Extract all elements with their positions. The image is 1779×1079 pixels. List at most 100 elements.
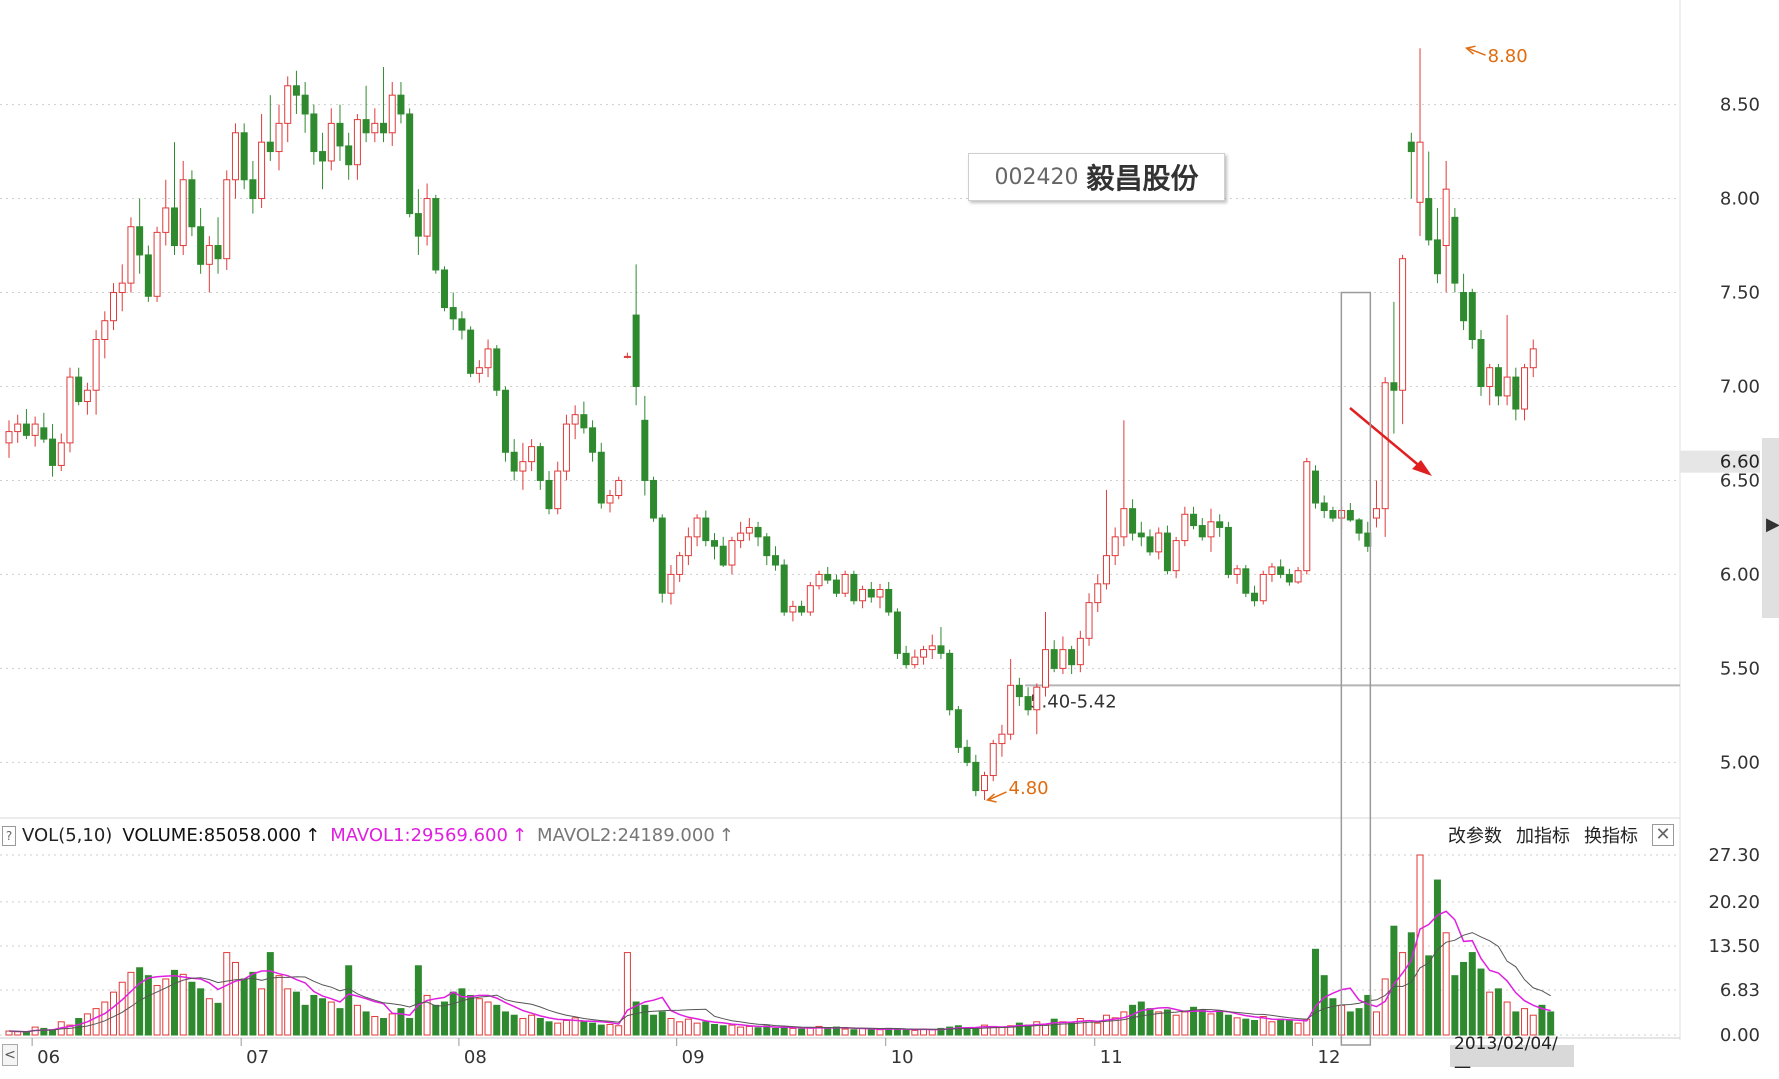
x-tick-label: 11 (1100, 1047, 1123, 1068)
volume-bar (136, 967, 144, 1036)
candle-body (763, 536, 771, 557)
candle-body (249, 179, 257, 200)
candle-body (110, 292, 118, 322)
candle-body (1355, 519, 1363, 534)
candle-body (815, 573, 823, 587)
x-tick-label: 12 (1318, 1047, 1341, 1068)
candle-body (615, 479, 623, 496)
volume-bar (893, 1028, 901, 1036)
volume-bar (693, 1022, 701, 1036)
side-panel-toggle[interactable] (1762, 438, 1779, 618)
candle-body (1155, 532, 1163, 553)
candle-body (589, 427, 597, 453)
volume-bar (667, 1018, 675, 1036)
volume-bar (1399, 952, 1407, 1036)
volume-bar (554, 1022, 562, 1036)
candle-body (1529, 348, 1537, 369)
volume-bar (1129, 1004, 1137, 1036)
candle-body (1216, 521, 1224, 528)
candle-body (319, 151, 327, 162)
volume-bar (1102, 1014, 1110, 1036)
candle-body (5, 431, 13, 444)
high-pointer (1467, 47, 1486, 56)
volume-bar (580, 1021, 588, 1036)
candle-body (954, 709, 962, 748)
candle-body (623, 355, 631, 358)
change-params-button[interactable]: 改参数 (1448, 826, 1502, 847)
volume-bar (632, 1001, 640, 1036)
volume-bar (1094, 1022, 1102, 1036)
candle-body (1503, 376, 1511, 397)
volume-bar (789, 1027, 797, 1036)
volume-bar (1372, 1011, 1380, 1036)
candle-body (423, 198, 431, 237)
candle-body (258, 141, 266, 200)
candle-body (972, 761, 980, 792)
candle-body (371, 122, 379, 134)
volume-bar (319, 998, 327, 1036)
low-pointer (988, 791, 1007, 801)
close-indicator-icon[interactable]: ✕ (1652, 824, 1674, 846)
volume-bar (292, 991, 300, 1036)
candle-body (1442, 188, 1450, 247)
price-tick-label: 7.50 (1720, 283, 1760, 304)
volume-bar (1486, 991, 1494, 1036)
add-indicator-button[interactable]: 加指标 (1516, 826, 1570, 847)
candle-body (493, 348, 501, 391)
candle-body (737, 532, 745, 542)
volume-bar (841, 1028, 849, 1036)
volume-bar (1033, 1021, 1041, 1036)
mavol1-arrow-icon: ↑ (511, 824, 528, 846)
candle-body (327, 122, 335, 162)
volume-bar (902, 1029, 910, 1036)
candle-body (1041, 649, 1049, 688)
x-tick-label: 08 (464, 1047, 487, 1068)
candle-body (1085, 602, 1093, 639)
candle-body (1494, 367, 1502, 397)
candle-body (301, 94, 309, 115)
scroll-left-icon[interactable]: < (2, 1044, 18, 1066)
candle-body (1242, 568, 1250, 594)
candle-body (554, 470, 562, 510)
vol-indicator-name[interactable]: VOL(5,10) (22, 824, 113, 846)
volume-bar (589, 1022, 597, 1036)
price-tick-label: 5.50 (1720, 658, 1760, 679)
volume-bar (876, 1029, 884, 1036)
candle-body (31, 423, 39, 436)
candle-body (1207, 521, 1215, 538)
volume-bar (1277, 1018, 1285, 1036)
candle-body (928, 645, 936, 651)
candle-body (771, 555, 779, 566)
candle-body (362, 119, 370, 134)
candle-body (1224, 526, 1232, 575)
candle-body (1460, 292, 1468, 322)
candle-body (1390, 382, 1398, 391)
candle-body (205, 245, 213, 265)
candle-body (789, 605, 797, 613)
volume-tick-label: 0.00 (1720, 1025, 1760, 1046)
candle-body (501, 389, 509, 453)
candle-body (284, 85, 292, 124)
candle-body (188, 179, 196, 228)
switch-indicator-button[interactable]: 换指标 (1584, 826, 1638, 847)
volume-bar (771, 1027, 779, 1036)
candle-body (162, 207, 170, 233)
candle-body (1076, 637, 1084, 666)
help-icon[interactable]: ? (2, 826, 16, 846)
volume-bar (859, 1027, 867, 1036)
volume-bar (1312, 948, 1319, 1036)
volume-bar (22, 1031, 30, 1036)
triangle-right-icon[interactable]: ▶ (1766, 514, 1779, 535)
candle-body (353, 119, 361, 166)
candle-body (1181, 513, 1189, 542)
volume-bar (510, 1014, 518, 1036)
volume-bar (1320, 975, 1328, 1036)
low-arrow-icon (985, 793, 997, 803)
volume-bar (1007, 1025, 1015, 1036)
volume-bar (92, 1008, 100, 1036)
candle-body (1024, 696, 1032, 711)
volume-bar (937, 1027, 945, 1036)
candle-body (14, 423, 22, 433)
volume-bar (501, 1011, 509, 1036)
candle-body (684, 536, 692, 557)
